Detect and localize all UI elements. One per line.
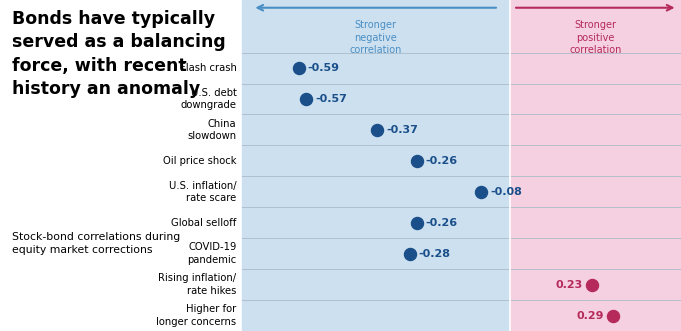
Point <box>586 282 597 287</box>
Text: Flash crash: Flash crash <box>180 63 236 73</box>
Bar <box>509 176 681 207</box>
Bar <box>509 0 681 53</box>
Bar <box>242 145 509 176</box>
Bar <box>242 0 509 53</box>
Text: -0.28: -0.28 <box>419 249 451 259</box>
Bar <box>509 83 681 115</box>
Bar <box>509 115 681 145</box>
Bar <box>509 207 681 238</box>
Text: 0.23: 0.23 <box>556 280 583 290</box>
Point <box>404 251 415 256</box>
Point <box>411 158 422 164</box>
Bar <box>509 145 681 176</box>
Bar <box>509 269 681 300</box>
Point <box>300 96 311 102</box>
Text: -0.26: -0.26 <box>426 218 458 228</box>
Bar <box>242 238 509 269</box>
Bar <box>242 269 509 300</box>
Text: Bonds have typically
served as a balancing
force, with recent
history an anomaly: Bonds have typically served as a balanci… <box>12 10 226 98</box>
Text: Oil price shock: Oil price shock <box>163 156 236 166</box>
Text: -0.57: -0.57 <box>315 94 347 104</box>
Point <box>372 127 383 133</box>
Bar <box>242 207 509 238</box>
Text: 0.29: 0.29 <box>577 310 604 320</box>
Text: U.S. inflation/
rate scare: U.S. inflation/ rate scare <box>169 181 236 203</box>
Text: -0.59: -0.59 <box>308 63 340 73</box>
Bar <box>242 176 509 207</box>
Text: Higher for
longer concerns: Higher for longer concerns <box>156 304 236 327</box>
Text: COVID-19
pandemic: COVID-19 pandemic <box>187 243 236 265</box>
Point <box>294 66 304 71</box>
Text: Stronger
negative
correlation: Stronger negative correlation <box>349 20 402 55</box>
Bar <box>509 53 681 83</box>
Text: China
slowdown: China slowdown <box>187 119 236 141</box>
Text: Stock-bond correlations during
equity market corrections: Stock-bond correlations during equity ma… <box>12 232 180 255</box>
Bar <box>242 115 509 145</box>
Bar <box>242 300 509 331</box>
Bar <box>509 300 681 331</box>
Bar <box>509 238 681 269</box>
Text: Rising inflation/
rate hikes: Rising inflation/ rate hikes <box>158 273 236 296</box>
Text: -0.26: -0.26 <box>426 156 458 166</box>
Point <box>475 189 486 194</box>
Text: -0.37: -0.37 <box>386 125 418 135</box>
Text: -0.08: -0.08 <box>490 187 522 197</box>
Text: U.S. debt
downgrade: U.S. debt downgrade <box>180 88 236 110</box>
Bar <box>242 53 509 83</box>
Bar <box>242 83 509 115</box>
Text: Global selloff: Global selloff <box>171 218 236 228</box>
Text: Stronger
positive
correlation: Stronger positive correlation <box>569 20 622 55</box>
Point <box>411 220 422 225</box>
Point <box>607 313 618 318</box>
